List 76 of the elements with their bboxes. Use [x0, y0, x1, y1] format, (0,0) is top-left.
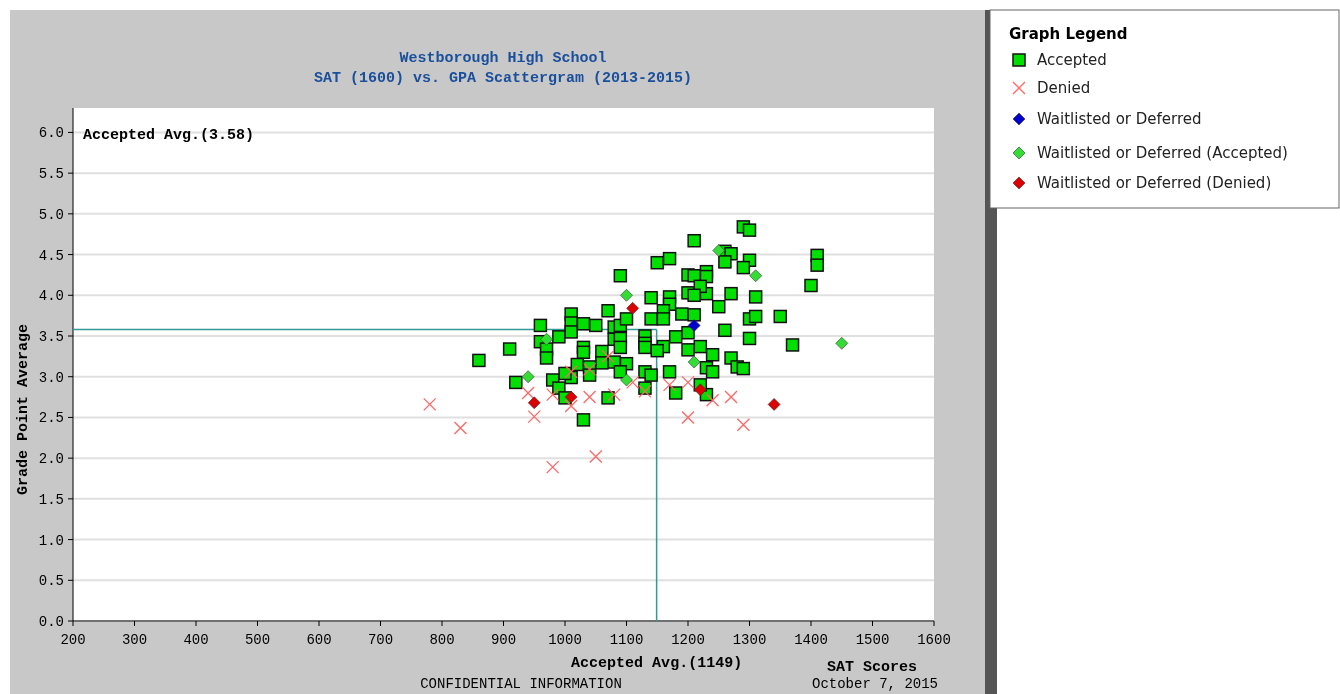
y-tick-label: 1.5	[38, 491, 64, 508]
x-tick-label: 1300	[732, 632, 767, 648]
text: October 7, 2015	[811, 676, 939, 692]
y-tick-label: 3.5	[38, 329, 64, 345]
point	[564, 390, 578, 404]
ref-line-label: Accepted Avg.(1149)	[571, 655, 743, 672]
y-tick-label: 5.5	[38, 166, 64, 183]
point	[540, 332, 553, 346]
point	[564, 365, 578, 379]
x-axis-title: SAT Scores	[826, 659, 918, 676]
x-tick-label: 400	[183, 632, 209, 648]
point	[626, 302, 639, 315]
point	[620, 288, 633, 302]
y-tick-label: 4.5	[38, 247, 64, 264]
point	[527, 396, 541, 410]
point	[589, 449, 603, 464]
point	[423, 397, 437, 412]
x-tick-label: 600	[306, 632, 332, 648]
legend-label: Accepted	[1037, 51, 1107, 69]
annotation: Accepted Avg.(3.58)	[83, 127, 255, 144]
y-tick-label: 2.5	[38, 410, 64, 427]
x-tick-label: 800	[429, 632, 455, 648]
y-axis-title: Grade Point Average	[15, 323, 32, 496]
x-tick-label: 1400	[794, 632, 828, 648]
y-tick-label: 0.0	[38, 614, 64, 630]
point	[749, 269, 762, 283]
point	[453, 421, 468, 435]
point	[607, 387, 621, 402]
x-tick-label: 1000	[548, 632, 582, 648]
x-tick-label: 1600	[917, 632, 951, 648]
x-tick-label: 1100	[609, 632, 644, 648]
point	[705, 393, 720, 407]
point	[712, 244, 726, 257]
point	[694, 383, 707, 397]
point	[638, 384, 652, 399]
point	[724, 390, 738, 404]
x-tick-label: 200	[60, 632, 86, 648]
legend-label: Denied	[1037, 79, 1091, 97]
y-tick-label: 3.0	[38, 369, 64, 386]
legend-label: Waitlisted or Deferred	[1037, 110, 1202, 128]
legend-label: Waitlisted or Deferred (Accepted)	[1037, 144, 1288, 162]
point	[767, 398, 781, 411]
x-tick-label: 900	[490, 632, 517, 648]
x-tick-label: 1200	[671, 632, 705, 648]
point	[687, 319, 701, 332]
chart-title: Westborough High School	[399, 50, 607, 67]
point	[527, 409, 541, 424]
x-tick-label: 300	[121, 632, 148, 648]
point	[546, 460, 560, 474]
y-tick-label: 1.0	[38, 532, 64, 549]
x-tick-label: 500	[244, 632, 271, 648]
y-tick-label: 0.5	[38, 573, 64, 590]
legend-label: Waitlisted or Deferred (Denied)	[1037, 174, 1272, 192]
point	[564, 399, 578, 413]
y-tick-label: 4.0	[38, 288, 64, 305]
y-tick-label: 5.0	[38, 206, 64, 223]
point	[521, 370, 535, 384]
x-tick-label: 700	[367, 632, 394, 648]
point	[687, 355, 701, 369]
y-tick-label: 2.0	[38, 451, 64, 468]
text: CONFIDENTIAL INFORMATION	[420, 676, 622, 692]
chart-subtitle: SAT (1600) vs. GPA Scattergram (2013-2015)	[313, 70, 693, 87]
point	[626, 375, 640, 390]
point	[601, 349, 615, 364]
x-tick-label: 1500	[855, 632, 890, 648]
point	[546, 387, 560, 402]
point	[582, 390, 597, 404]
point	[835, 337, 849, 350]
point	[681, 375, 695, 390]
point	[620, 373, 633, 387]
legend-title: Graph Legend	[1009, 25, 1128, 43]
point	[521, 386, 535, 400]
point	[681, 410, 695, 425]
point	[736, 418, 750, 432]
point	[662, 378, 677, 392]
y-tick-label: 6.0	[38, 125, 64, 142]
